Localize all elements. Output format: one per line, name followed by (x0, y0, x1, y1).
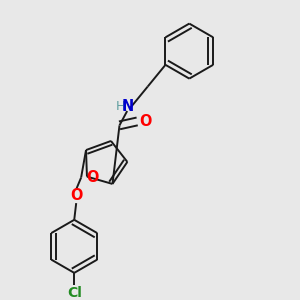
Text: Cl: Cl (67, 286, 82, 299)
Text: H: H (116, 100, 125, 112)
Text: O: O (70, 188, 83, 203)
Text: O: O (139, 114, 151, 129)
Text: O: O (87, 170, 99, 185)
Text: N: N (122, 99, 134, 114)
